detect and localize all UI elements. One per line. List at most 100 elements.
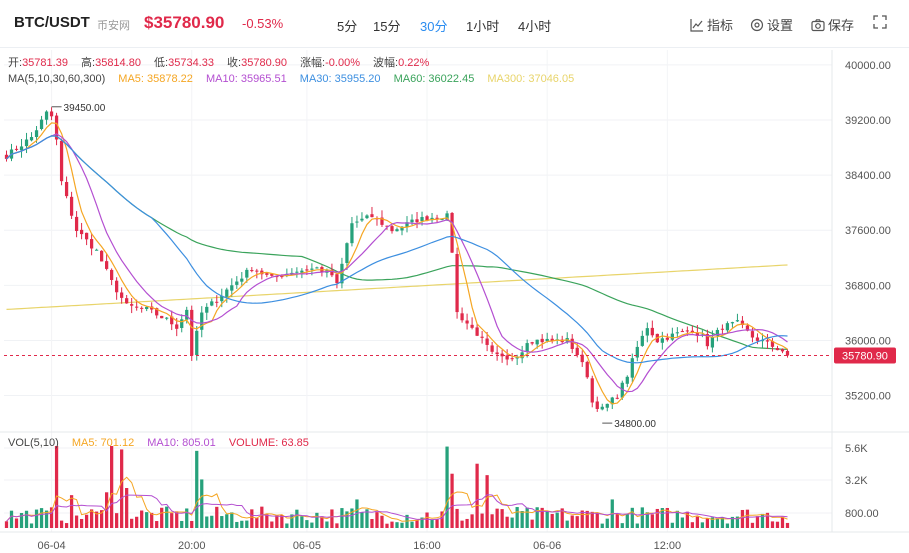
y-tick-label: 36000.00 <box>845 335 891 347</box>
gear-icon <box>750 18 764 31</box>
volume-bar <box>170 513 174 528</box>
candle-body <box>745 325 750 331</box>
candle-body <box>615 397 619 399</box>
volume-bar <box>730 516 735 528</box>
symbol-name[interactable]: BTC/USDT <box>14 14 90 31</box>
volume-bar <box>420 517 424 528</box>
candle-body <box>670 333 674 340</box>
ma300-line <box>6 264 788 310</box>
volume-bar <box>595 513 599 528</box>
volume-bar <box>720 517 725 528</box>
volume-bar <box>445 446 449 528</box>
candle-body <box>680 331 684 333</box>
volume-bar <box>135 516 139 528</box>
volume-bar <box>485 475 489 528</box>
candle-body <box>205 306 209 313</box>
candle-body <box>89 239 94 249</box>
period-30m[interactable]: 30分 <box>420 19 448 34</box>
volume-bar <box>440 511 444 528</box>
camera-icon <box>811 18 825 31</box>
candle-body <box>380 217 384 225</box>
volume-bar <box>465 518 469 528</box>
candle-body <box>705 334 710 347</box>
indicators-button[interactable]: 指标 <box>690 15 733 34</box>
candle-body <box>160 315 164 319</box>
volume-bar <box>44 510 49 528</box>
change-value: -0.00% <box>325 57 360 69</box>
candle-body <box>185 309 189 320</box>
period-1h[interactable]: 1小时 <box>466 19 500 34</box>
candle-body <box>525 343 529 352</box>
candle-body <box>685 330 689 332</box>
candle-body <box>19 146 24 151</box>
candle-body <box>155 308 159 316</box>
candle-body <box>335 274 339 284</box>
volume-bar <box>650 514 654 528</box>
volume-bar <box>530 519 534 528</box>
volume-bar <box>775 521 780 528</box>
candle-body <box>540 338 544 343</box>
fullscreen-button[interactable] <box>873 15 887 29</box>
ma30-legend: MA30: 35955.20 <box>299 73 381 85</box>
volume-bar <box>280 515 284 528</box>
period-4h[interactable]: 4小时 <box>518 19 552 34</box>
volume-bar <box>245 520 249 528</box>
candle-body <box>710 336 715 348</box>
volume-bar <box>145 512 149 528</box>
ma60-layer <box>6 135 788 350</box>
candle-body <box>435 217 439 219</box>
candle-body <box>510 358 514 360</box>
volume-bar <box>645 512 649 528</box>
candle-body <box>730 322 735 324</box>
volume-bar <box>335 523 339 528</box>
volume-bar <box>165 506 169 528</box>
current-price: $35780.90 <box>144 13 225 32</box>
candle-body <box>415 219 419 223</box>
volume-bar <box>615 514 619 528</box>
candle-body <box>410 219 414 223</box>
candle-body <box>610 397 614 405</box>
change-label: 涨幅: <box>300 57 326 69</box>
period-5m[interactable]: 5分 <box>337 19 358 34</box>
candle-body <box>740 320 745 325</box>
volume-bar <box>695 516 700 528</box>
vol-volume-legend: VOLUME: 63.85 <box>228 437 309 449</box>
period-15m[interactable]: 15分 <box>373 19 401 34</box>
x-tick-label: 06-06 <box>533 540 561 552</box>
candle-body <box>720 328 725 330</box>
volume-bar <box>395 522 399 528</box>
volume-bar <box>84 514 89 528</box>
save-button[interactable]: 保存 <box>811 15 854 34</box>
candle-body <box>180 319 184 328</box>
volume-bar <box>755 516 760 528</box>
volume-bar <box>270 521 274 528</box>
candle-body <box>550 338 554 341</box>
volume-bar <box>745 509 750 528</box>
candle-body <box>110 269 114 280</box>
candle-body <box>780 349 785 352</box>
volume-bar <box>565 520 569 528</box>
volume-bar <box>34 509 39 528</box>
volume-bar <box>430 519 434 528</box>
candle-body <box>24 139 29 147</box>
candle-body <box>465 320 469 324</box>
candle-body <box>340 263 344 284</box>
candle-body <box>420 217 424 222</box>
volume-bar <box>125 488 129 528</box>
volume-bar <box>59 520 64 528</box>
settings-button[interactable]: 设置 <box>750 15 793 34</box>
candle-body <box>310 268 314 270</box>
volume-bar <box>305 520 309 528</box>
candle-body <box>280 275 284 278</box>
candle-body <box>59 140 64 182</box>
x-tick-label: 06-05 <box>293 540 321 552</box>
volume-bar <box>740 509 745 528</box>
candle-body <box>130 304 134 306</box>
x-tick-label: 20:00 <box>178 540 206 552</box>
y-tick-label: 36800.00 <box>845 280 891 292</box>
candle-body <box>345 243 349 263</box>
candle-body <box>760 340 765 342</box>
vol-tick-label: 5.6K <box>845 443 868 455</box>
volume-bar <box>205 516 209 528</box>
